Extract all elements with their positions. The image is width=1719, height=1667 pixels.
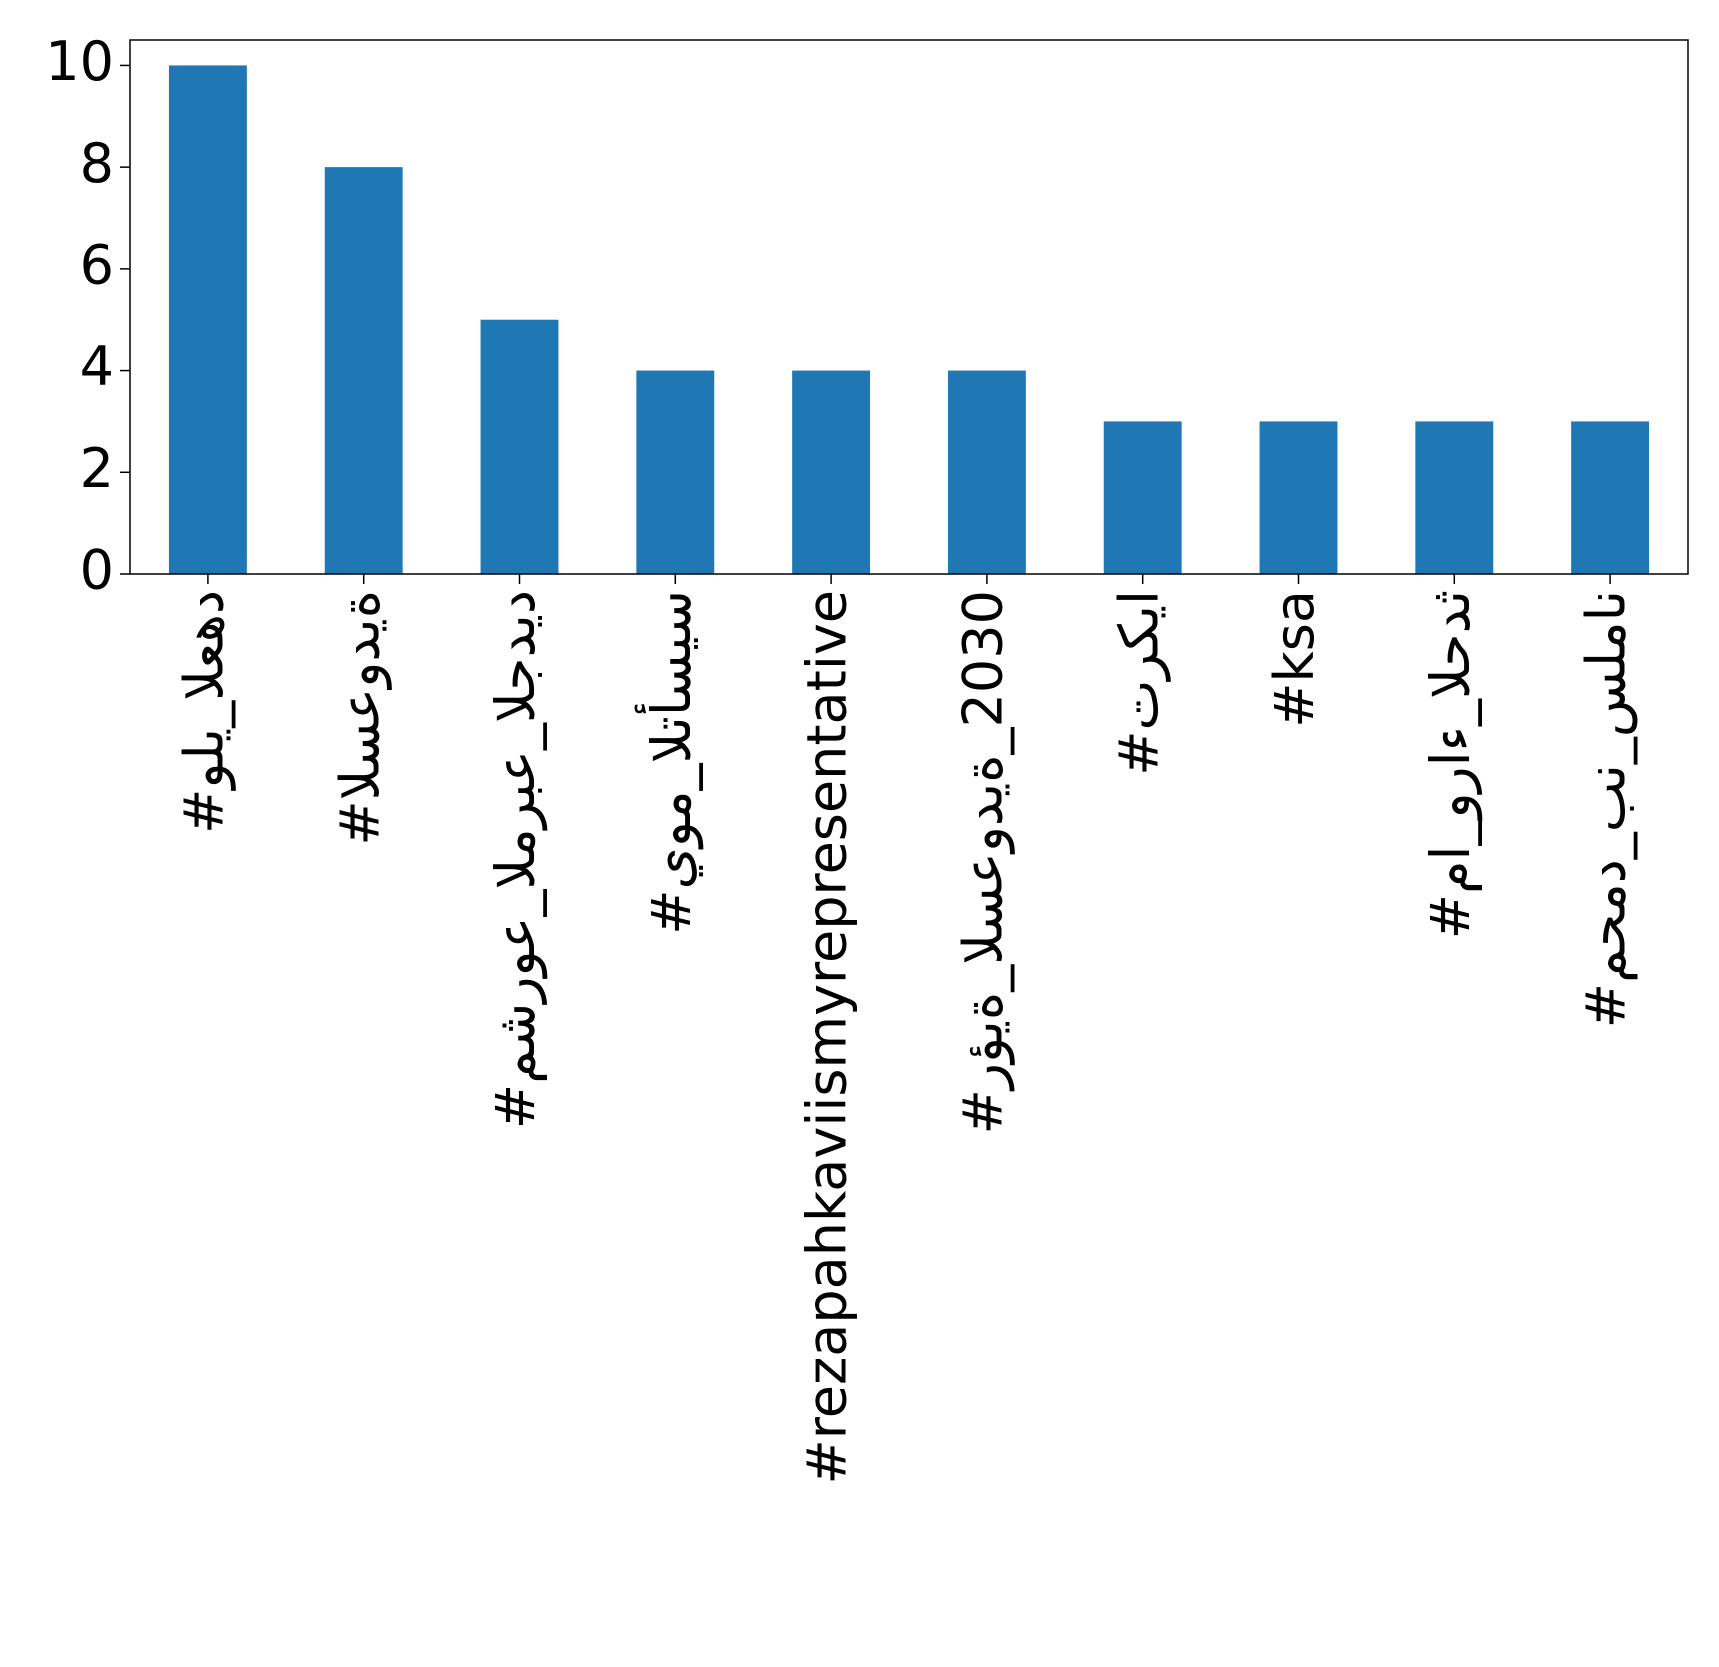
y-tick-label: 0 <box>80 539 114 602</box>
y-tick-label: 8 <box>80 132 114 195</box>
bar <box>1259 421 1338 574</box>
x-tick-label: #ksa <box>1263 590 1326 728</box>
x-tick-label: #محمد_بن_سلمان <box>1575 590 1638 1028</box>
bar <box>792 370 871 574</box>
bar <box>1415 421 1494 574</box>
x-tick-label: #ما_وراء_الحدث <box>1419 590 1482 939</box>
y-tick-label: 10 <box>45 30 114 93</box>
y-tick-label: 6 <box>80 233 114 296</box>
x-tick-label: #مشروع_المربع_الجديد <box>484 590 547 1129</box>
bar <box>636 370 715 574</box>
x-tick-label: #يوم_التأسيس <box>634 590 703 935</box>
bar <box>168 65 247 574</box>
x-tick-label: #ولي_العهد <box>173 590 236 834</box>
bar <box>324 167 403 574</box>
x-tick-label: #السعودية <box>328 590 391 846</box>
bar <box>1103 421 1182 574</box>
bar <box>1571 421 1650 574</box>
bar <box>947 370 1026 574</box>
plot-frame <box>129 39 1689 575</box>
y-tick-label: 2 <box>80 437 114 500</box>
x-tick-label: #رؤية_السعودية_2030 <box>952 590 1015 1134</box>
x-tick-label: #تركيا <box>1107 590 1170 776</box>
bar <box>480 319 559 574</box>
x-tick-label: #rezapahkaviismyrepresentative <box>796 590 859 1485</box>
y-tick-label: 4 <box>80 335 114 398</box>
